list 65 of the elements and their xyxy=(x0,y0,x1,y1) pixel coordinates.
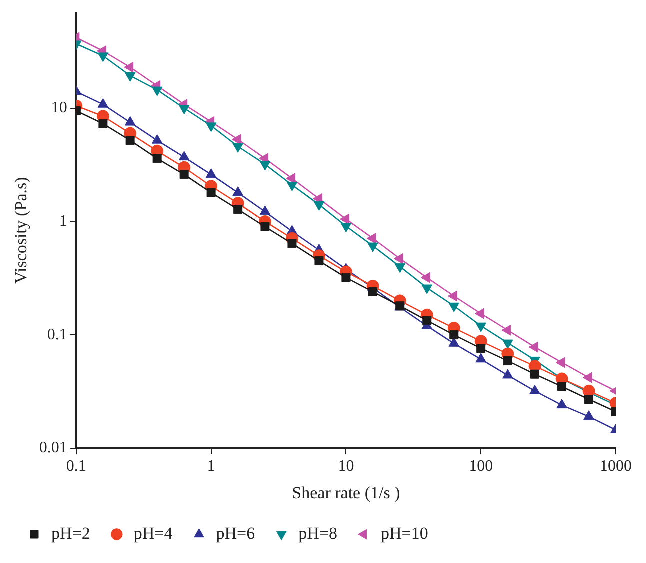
legend-label: pH=6 xyxy=(216,524,256,543)
point xyxy=(288,239,297,248)
point xyxy=(368,242,378,252)
point xyxy=(422,316,432,326)
point xyxy=(528,342,538,353)
point xyxy=(530,370,540,379)
point xyxy=(530,384,540,394)
point xyxy=(232,143,244,153)
point xyxy=(314,202,325,212)
y-tick-label: 1 xyxy=(59,212,68,230)
point xyxy=(206,188,216,198)
point xyxy=(260,161,271,171)
point xyxy=(342,273,351,282)
point xyxy=(178,105,190,115)
x-axis-title: Shear rate (1/s ) xyxy=(292,483,400,502)
point xyxy=(556,357,566,368)
point xyxy=(476,344,486,354)
point xyxy=(503,356,512,366)
point xyxy=(582,372,592,384)
legend-label: pH=8 xyxy=(298,524,338,543)
legend-label: pH=2 xyxy=(52,524,90,543)
point xyxy=(98,52,109,62)
point xyxy=(502,369,514,379)
point xyxy=(124,72,136,82)
point xyxy=(340,223,352,233)
x-tick-label: 100 xyxy=(469,458,494,476)
y-tick-label: 0.01 xyxy=(39,440,68,457)
point xyxy=(260,222,270,232)
y-axis-title: Viscosity (Pa.s) xyxy=(12,177,31,284)
point xyxy=(206,122,217,132)
point xyxy=(584,410,594,420)
x-tick-label: 10 xyxy=(338,458,354,476)
point xyxy=(556,399,568,409)
point xyxy=(126,136,135,146)
point xyxy=(152,86,163,96)
point xyxy=(584,395,594,404)
x-tick-label: 0.1 xyxy=(66,458,86,476)
point xyxy=(98,119,108,128)
point xyxy=(476,322,487,332)
point xyxy=(180,170,189,180)
x-tick-label: 1 xyxy=(207,458,216,476)
y-tick-label: 0.1 xyxy=(47,326,68,344)
point xyxy=(502,324,512,336)
point xyxy=(314,256,324,266)
point xyxy=(420,272,430,284)
x-tick-label: 1000 xyxy=(600,458,632,476)
point xyxy=(152,154,162,164)
point xyxy=(340,214,350,225)
point xyxy=(450,330,459,340)
point xyxy=(366,233,376,244)
point xyxy=(558,382,567,392)
point xyxy=(394,253,404,264)
legend-label: pH=4 xyxy=(134,524,174,543)
point xyxy=(422,284,433,294)
point xyxy=(474,308,484,320)
y-tick-label: 10 xyxy=(51,100,68,117)
point xyxy=(124,62,134,73)
point xyxy=(286,182,298,192)
point xyxy=(448,302,460,312)
legend-label: pH=10 xyxy=(380,524,428,543)
point xyxy=(368,287,378,296)
point xyxy=(448,290,458,302)
point xyxy=(234,205,243,214)
point xyxy=(476,353,487,363)
point xyxy=(232,134,242,146)
